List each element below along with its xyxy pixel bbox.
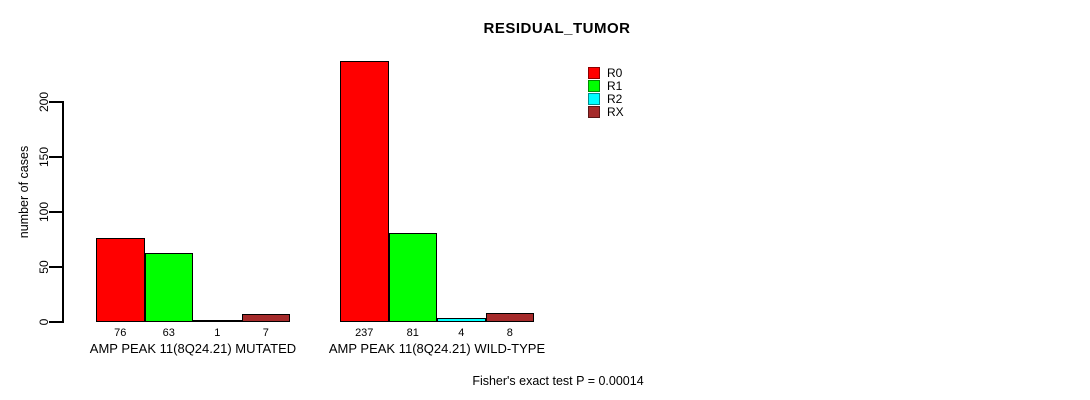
y-tick xyxy=(49,321,62,323)
bar-value-label: 1 xyxy=(214,327,221,339)
bar-value-label: 4 xyxy=(458,327,465,339)
y-tick xyxy=(49,101,62,103)
bar-r1-group2 xyxy=(388,232,437,322)
annotation-text: Fisher's exact test P = 0.00014 xyxy=(472,374,644,388)
legend-label-r1: R1 xyxy=(607,78,623,93)
bar-value-label: 81 xyxy=(406,327,419,339)
x-category-label: AMP PEAK 11(8Q24.21) WILD-TYPE xyxy=(328,341,546,356)
legend-label-r2: R2 xyxy=(607,91,623,106)
y-tick-label: 150 xyxy=(37,146,51,168)
bar-value-label: 237 xyxy=(355,327,374,339)
legend-label-r0: R0 xyxy=(607,65,623,80)
bar-rx-group1 xyxy=(241,314,290,322)
bar-r0-group2 xyxy=(340,61,389,322)
y-tick-label: 200 xyxy=(37,91,51,113)
y-tick-label: 50 xyxy=(37,260,51,274)
bar-value-label: 76 xyxy=(114,327,127,339)
bar-value-label: 8 xyxy=(506,327,513,339)
bar-value-label: 7 xyxy=(262,327,269,339)
y-tick xyxy=(49,266,62,268)
legend-swatch-r0 xyxy=(588,66,600,79)
bar-r1-group1 xyxy=(144,252,193,322)
legend-swatch-r2 xyxy=(588,92,600,105)
bar-r2-group1 xyxy=(193,320,242,322)
y-axis-title: number of cases xyxy=(17,145,31,239)
y-tick xyxy=(49,156,62,158)
legend-label-rx: RX xyxy=(607,105,624,120)
bar-r2-group2 xyxy=(437,317,486,322)
y-tick-label: 0 xyxy=(37,318,51,326)
bar-r0-group1 xyxy=(96,238,145,322)
chart-title: RESIDUAL_TUMOR xyxy=(483,20,631,37)
bar-value-label: 63 xyxy=(162,327,175,339)
y-tick-label: 100 xyxy=(37,201,51,223)
legend-swatch-rx xyxy=(588,106,600,119)
y-axis-line xyxy=(62,101,64,323)
y-tick xyxy=(49,211,62,213)
bar-rx-group2 xyxy=(485,313,534,322)
legend-swatch-r1 xyxy=(588,79,600,92)
x-category-label: AMP PEAK 11(8Q24.21) MUTATED xyxy=(89,341,297,356)
